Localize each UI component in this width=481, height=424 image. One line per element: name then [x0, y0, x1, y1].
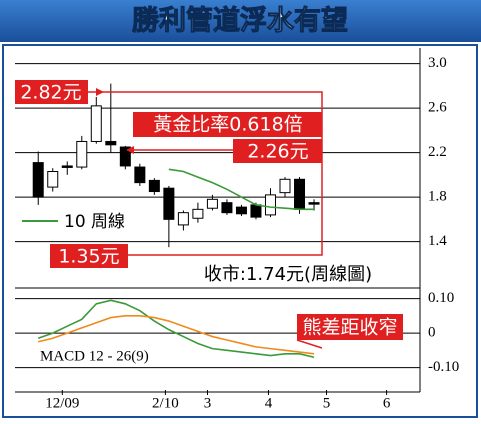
candle-body: [308, 202, 320, 205]
y-tick-label: 2.6: [428, 100, 447, 116]
label-box: [50, 244, 128, 268]
legend-bg: [18, 210, 138, 232]
label-box: [297, 314, 403, 340]
label-box: [233, 139, 322, 163]
title-bar: [0, 0, 481, 42]
candle-body: [134, 166, 146, 184]
x-tick-label: 6: [383, 395, 391, 411]
candle-body: [206, 198, 218, 209]
candle-body: [32, 162, 44, 198]
x-tick-label: 2/10: [152, 395, 179, 411]
arrow: [296, 339, 323, 349]
label-bg: [182, 262, 394, 286]
candle-body: [264, 194, 276, 216]
line: [168, 168, 315, 211]
y-tick-label: 1.4: [428, 233, 447, 249]
y-tick-label: 0.10: [428, 290, 454, 306]
candle-body: [177, 212, 189, 226]
annotation: 2.26元: [247, 141, 308, 163]
x-tick-label: 12/09: [45, 395, 79, 411]
candle-body: [105, 140, 117, 146]
arrow-head: [96, 88, 104, 96]
annotation: 熊差距收窄: [302, 317, 397, 339]
legend-label: 10 周線: [64, 212, 125, 232]
y-tick-label: -0.10: [428, 359, 459, 375]
y-tick-label: 1.8: [428, 189, 447, 205]
annotations: 2.82元 黃金比率0.618倍 2.26元 1.35元 收市:1.74元(周線…: [15, 80, 403, 364]
candle-body: [119, 146, 131, 167]
candle-body: [294, 178, 306, 210]
candle-body: [148, 179, 160, 193]
range-bracket: [88, 91, 323, 256]
arrow-head: [126, 146, 134, 154]
chart-title: 勝利管道浮水有望: [132, 5, 348, 37]
x-tick-label: 5: [323, 395, 331, 411]
candle-body: [250, 204, 262, 218]
x-tick-label: 4: [265, 395, 273, 411]
macd-title: MACD 12 - 26(9): [40, 348, 149, 364]
candle-body: [221, 202, 233, 214]
line: [37, 299, 315, 359]
y-tick-label: 3.0: [428, 55, 447, 71]
candle-body: [192, 208, 204, 219]
candle-body: [90, 105, 102, 142]
candle-body: [61, 165, 73, 168]
annotation: 黃金比率0.618倍: [153, 114, 302, 136]
candle-body: [279, 178, 291, 194]
y-tick-label: 2.2: [428, 144, 447, 160]
frame: [2, 44, 478, 418]
candle-body: [47, 171, 59, 188]
x-tick-label: 3: [204, 395, 212, 411]
label-box: [15, 80, 88, 104]
candle-body: [76, 140, 88, 168]
annotation: 收市:1.74元(周線圖): [204, 264, 372, 285]
candle-body: [235, 206, 247, 215]
line: [38, 315, 315, 355]
annotation: 2.82元: [20, 82, 81, 104]
label-box: [133, 112, 322, 137]
candle-body: [163, 187, 175, 220]
y-tick-label: 0: [428, 325, 436, 341]
annotation: 1.35元: [58, 246, 119, 268]
